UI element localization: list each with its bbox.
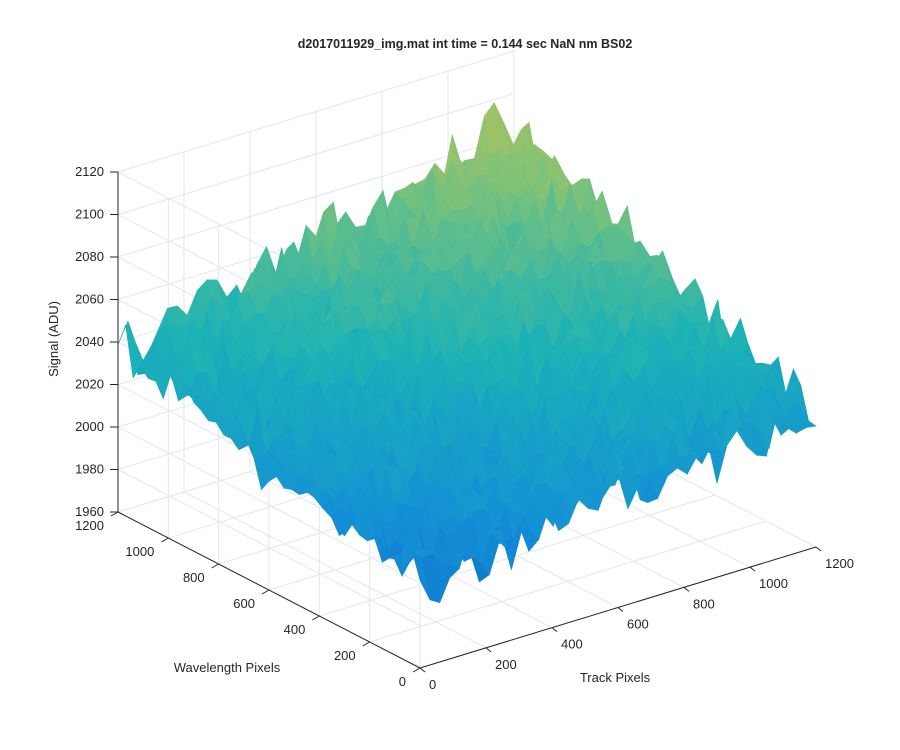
x-tick-mark: [419, 667, 426, 673]
x-tick-mark: [683, 586, 690, 592]
surface-mesh: [117, 101, 817, 604]
z-tick-label: 2100: [75, 207, 104, 222]
x-tick-mark: [485, 647, 492, 653]
x-tick-label: 800: [693, 596, 715, 611]
y-tick-mark: [412, 667, 421, 673]
x-tick-mark: [617, 607, 624, 612]
y-tick-label: 200: [334, 648, 356, 663]
y-tick-mark: [362, 641, 370, 647]
z-axis-label: Signal (ADU): [46, 301, 61, 377]
x-tick-label: 1000: [759, 576, 788, 591]
z-tick-label: 1960: [75, 504, 104, 519]
grid-line-floor-y: [369, 520, 766, 643]
z-tick-label: 2120: [75, 164, 104, 179]
z-tick-label: 2080: [75, 249, 104, 264]
tick-labels: 0 200 400 600 800 1000 1200 0 200 400 600 800 1000 12…: [75, 164, 854, 692]
y-tick-mark: [312, 615, 320, 621]
y-axis-label: Wavelength Pixels: [174, 660, 281, 675]
surface-patch: [709, 444, 728, 484]
y-tick-label: 0: [399, 674, 406, 689]
z-tick-label: 2040: [75, 334, 104, 349]
x-axis-label: Track Pixels: [580, 670, 651, 685]
axes: [110, 171, 822, 673]
x-tick-label: 0: [429, 677, 436, 692]
grid-line-floor-y: [319, 494, 716, 617]
z-tick-label: 2000: [75, 419, 104, 434]
x-tick-mark: [551, 627, 558, 633]
y-tick-mark: [211, 563, 219, 569]
y-tick-label: 400: [284, 622, 306, 637]
y-tick-mark: [110, 511, 119, 517]
x-tick-label: 1200: [825, 556, 854, 571]
surface-patch: [798, 403, 817, 428]
y-tick-label: 600: [233, 596, 255, 611]
x-tick-label: 200: [495, 657, 517, 672]
y-tick-mark: [261, 589, 270, 595]
chart-title: d2017011929_img.mat int time = 0.144 sec…: [298, 37, 633, 51]
x-tick-mark: [815, 546, 822, 552]
x-tick-label: 400: [561, 637, 583, 652]
z-tick-label: 1980: [75, 462, 104, 477]
y-tick-label: 800: [183, 570, 205, 585]
y-tick-label: 1000: [125, 544, 154, 559]
y-tick-mark: [161, 537, 169, 543]
z-tick-label: 2060: [75, 292, 104, 307]
x-tick-mark: [749, 566, 756, 572]
y-tick-label: 1200: [75, 518, 104, 533]
x-tick-label: 600: [627, 617, 649, 632]
z-tick-label: 2020: [75, 377, 104, 392]
